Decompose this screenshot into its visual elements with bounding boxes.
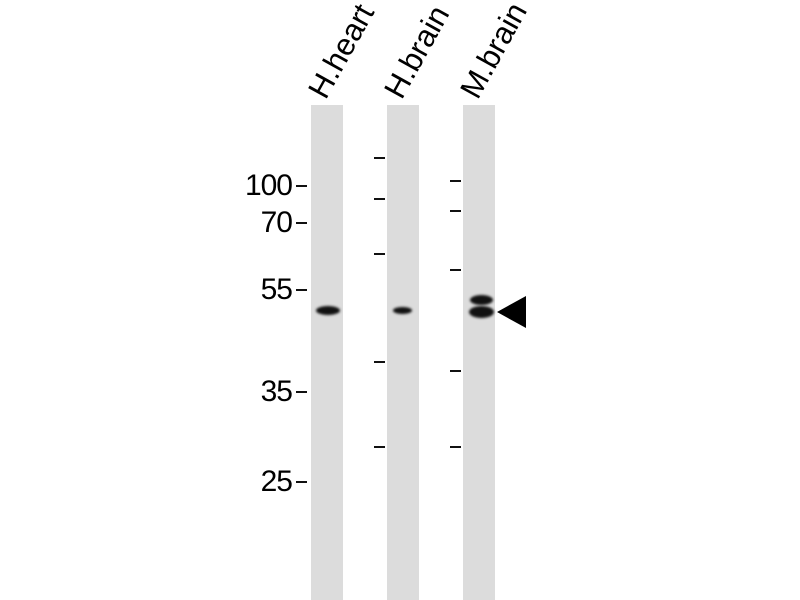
lane-h-brain <box>387 105 419 600</box>
lane-label-m-brain: M.brain <box>453 0 534 104</box>
mw-label-100: 100 <box>244 169 293 202</box>
marker-tick <box>374 446 385 448</box>
marker-tick <box>296 185 307 187</box>
marker-tick <box>374 253 385 255</box>
lane-m-brain <box>463 105 495 600</box>
marker-tick <box>450 180 461 182</box>
marker-tick <box>374 198 385 200</box>
lane-h-heart <box>311 105 343 600</box>
lane-label-h-brain: H.brain <box>377 0 457 104</box>
marker-tick <box>296 391 307 393</box>
marker-tick <box>296 481 307 483</box>
mw-label-55: 55 <box>260 273 293 306</box>
mw-label-35: 35 <box>260 375 293 408</box>
band-m-brain-lower <box>469 306 494 318</box>
marker-tick <box>450 446 461 448</box>
marker-tick <box>296 222 307 224</box>
band-h-heart <box>316 306 340 315</box>
marker-tick <box>450 210 461 212</box>
mw-label-70: 70 <box>260 206 293 239</box>
marker-tick <box>450 269 461 271</box>
marker-tick <box>296 289 307 291</box>
arrowhead-left-icon <box>497 296 526 328</box>
band-h-brain <box>393 307 412 314</box>
lane-label-h-heart: H.heart <box>301 0 382 104</box>
mw-label-25: 25 <box>260 465 293 498</box>
marker-tick <box>374 157 385 159</box>
band-m-brain-upper <box>470 295 493 305</box>
marker-tick <box>374 361 385 363</box>
marker-tick <box>450 370 461 372</box>
